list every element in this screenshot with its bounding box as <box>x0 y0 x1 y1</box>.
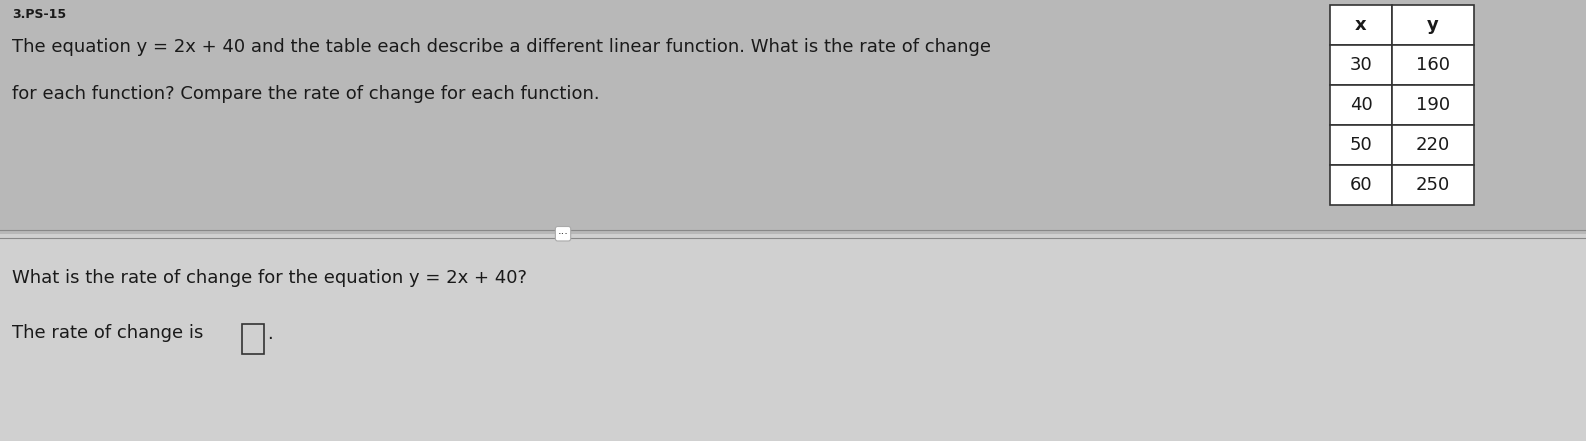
Text: 60: 60 <box>1350 176 1372 194</box>
Text: x: x <box>1354 16 1367 34</box>
Bar <box>1331 5 1393 45</box>
Text: 250: 250 <box>1416 176 1450 194</box>
Text: .: . <box>266 325 273 343</box>
Bar <box>1393 85 1473 125</box>
Text: for each function? Compare the rate of change for each function.: for each function? Compare the rate of c… <box>13 85 600 103</box>
Text: 30: 30 <box>1350 56 1372 74</box>
Text: The rate of change is: The rate of change is <box>13 324 203 342</box>
Text: 50: 50 <box>1350 136 1372 154</box>
Bar <box>1393 45 1473 85</box>
Bar <box>1393 5 1473 45</box>
Bar <box>1393 125 1473 165</box>
Text: What is the rate of change for the equation y = 2x + 40?: What is the rate of change for the equat… <box>13 269 527 287</box>
Bar <box>1331 85 1393 125</box>
Text: ···: ··· <box>558 229 568 239</box>
Bar <box>1331 165 1393 205</box>
Bar <box>1393 165 1473 205</box>
Bar <box>1331 125 1393 165</box>
Text: The equation y = 2x + 40 and the table each describe a different linear function: The equation y = 2x + 40 and the table e… <box>13 38 991 56</box>
Text: 160: 160 <box>1416 56 1450 74</box>
Bar <box>0 0 1586 234</box>
Bar <box>243 324 263 354</box>
Text: 40: 40 <box>1350 96 1372 114</box>
Bar <box>0 234 1586 441</box>
Text: y: y <box>1427 16 1439 34</box>
Bar <box>1331 45 1393 85</box>
Text: 190: 190 <box>1416 96 1450 114</box>
Text: 3.PS-15: 3.PS-15 <box>13 8 67 21</box>
Text: 220: 220 <box>1416 136 1450 154</box>
